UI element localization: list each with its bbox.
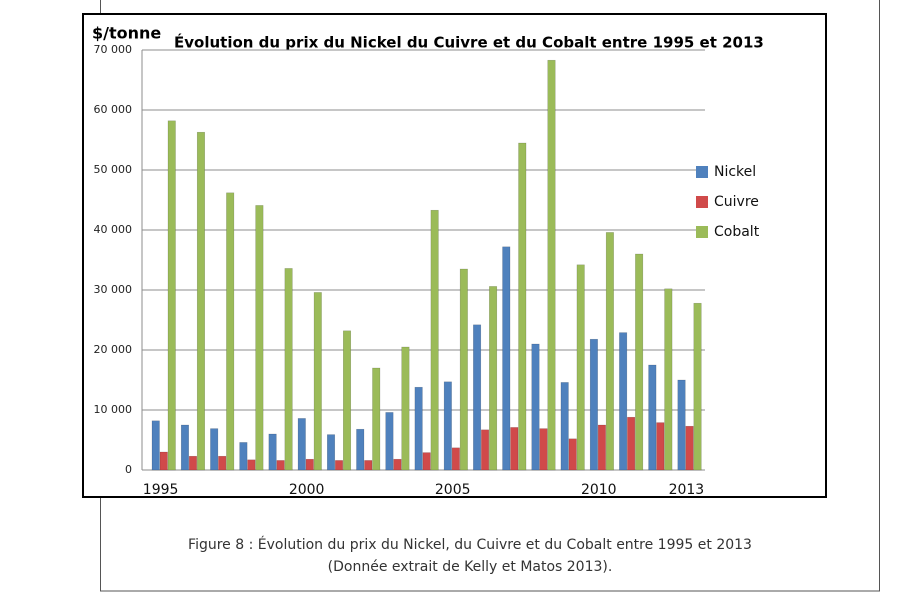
- bar: [343, 330, 352, 471]
- bar: [188, 455, 197, 471]
- y-tick-label: 50 000: [94, 163, 133, 176]
- bar: [627, 416, 636, 471]
- bar: [393, 458, 402, 471]
- bar: [239, 442, 248, 471]
- legend-swatch: [696, 196, 708, 208]
- bar: [247, 459, 256, 471]
- legend-label: Cuivre: [714, 194, 759, 210]
- bar: [180, 424, 189, 471]
- x-tick-label: 2005: [435, 482, 471, 498]
- bar: [414, 386, 423, 471]
- bar: [568, 438, 577, 471]
- bar: [589, 338, 598, 471]
- bar: [255, 205, 264, 471]
- bar: [635, 253, 644, 471]
- x-tick-label: 2000: [289, 482, 325, 498]
- bar: [210, 428, 219, 471]
- bar: [297, 418, 306, 471]
- bar: [489, 286, 498, 471]
- bar: [313, 292, 322, 471]
- y-tick-label: 40 000: [94, 223, 133, 236]
- legend-swatch: [696, 166, 708, 178]
- bar: [401, 346, 410, 471]
- bar: [327, 434, 336, 471]
- bar: [356, 428, 365, 471]
- bar: [430, 209, 439, 471]
- bar: [167, 120, 176, 471]
- bar: [451, 447, 460, 471]
- bar: [372, 367, 381, 471]
- y-tick-label: 60 000: [94, 103, 133, 116]
- x-tick-label: 1995: [143, 482, 179, 498]
- y-tick-label: 70 000: [94, 43, 133, 56]
- bar: [648, 364, 657, 471]
- bar: [518, 142, 527, 471]
- bar: [664, 288, 673, 471]
- x-tick-label: 2010: [581, 482, 617, 498]
- bar: [473, 324, 482, 471]
- bar: [693, 302, 702, 471]
- bar: [560, 382, 569, 471]
- caption: (Donnée extrait de Kelly et Matos 2013).: [328, 559, 613, 575]
- bar: [510, 427, 519, 471]
- legend-label: Nickel: [714, 164, 756, 180]
- bar: [218, 455, 227, 471]
- bar: [335, 460, 344, 471]
- bar: [443, 381, 452, 471]
- bar: [276, 460, 285, 471]
- x-tick-label: 2013: [669, 482, 705, 498]
- bar: [385, 412, 394, 471]
- bar: [531, 343, 540, 471]
- y-axis-label: $/tonne: [92, 24, 161, 43]
- legend-swatch: [696, 226, 708, 238]
- y-tick-label: 30 000: [94, 283, 133, 296]
- bar: [677, 379, 686, 471]
- bar: [226, 192, 235, 471]
- bar: [151, 420, 160, 471]
- bar: [481, 429, 490, 471]
- bar: [576, 264, 585, 471]
- bar: [685, 425, 694, 471]
- y-tick-label: 20 000: [94, 343, 133, 356]
- bar: [284, 268, 293, 471]
- y-tick-label: 10 000: [94, 403, 133, 416]
- bar: [656, 422, 665, 471]
- legend-label: Cobalt: [714, 224, 760, 240]
- bar: [547, 59, 556, 471]
- bar: [539, 428, 548, 471]
- bar: [619, 332, 628, 471]
- bar: [159, 451, 168, 471]
- bar: [422, 452, 431, 471]
- caption: Figure 8 : Évolution du prix du Nickel, …: [188, 536, 752, 553]
- bar: [196, 131, 205, 471]
- chart-frame: [82, 13, 827, 498]
- bar: [597, 424, 606, 471]
- bar: [605, 232, 614, 471]
- bar: [364, 460, 373, 471]
- bar: [502, 246, 511, 471]
- y-tick-label: 0: [125, 463, 132, 476]
- bar: [459, 268, 468, 471]
- bar: [305, 458, 314, 471]
- bar: [268, 433, 277, 471]
- chart-title: Évolution du prix du Nickel du Cuivre et…: [174, 33, 764, 52]
